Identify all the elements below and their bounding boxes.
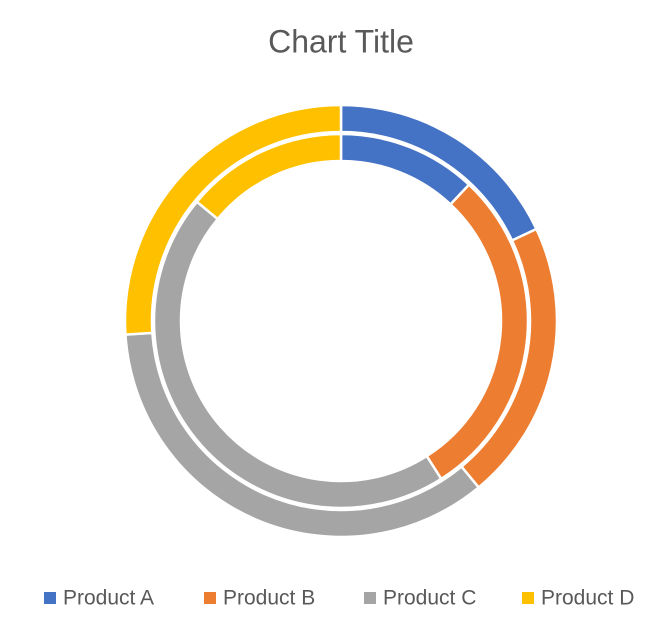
legend-label: Product A (63, 587, 154, 610)
doughnut-segment (195, 132, 343, 221)
legend-marker (44, 592, 56, 604)
legend-marker (364, 592, 376, 604)
legend-marker (204, 592, 216, 604)
legend-label: Product C (383, 587, 476, 610)
doughnut-segment (123, 103, 343, 336)
chart-title: Chart Title (268, 23, 414, 59)
legend-marker (522, 592, 534, 604)
legend-label: Product D (541, 587, 634, 610)
legend-label: Product B (223, 587, 315, 610)
